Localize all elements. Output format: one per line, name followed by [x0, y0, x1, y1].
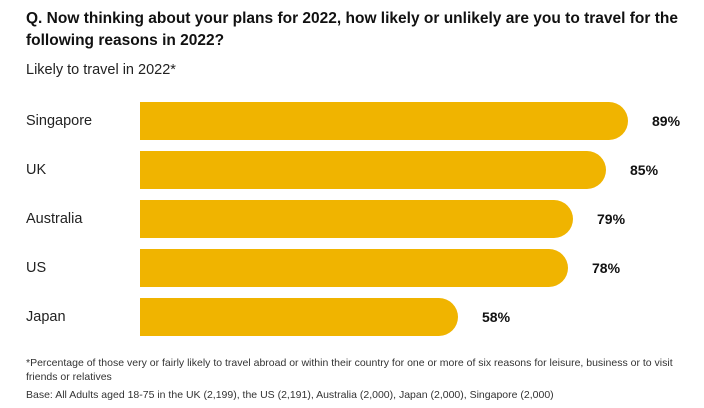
category-label-australia: Australia	[26, 211, 83, 227]
value-label-japan: 58%	[482, 309, 511, 325]
bar-us	[140, 249, 568, 287]
footnote: *Percentage of those very or fairly like…	[26, 357, 673, 383]
bar-uk	[140, 151, 606, 189]
bar-japan	[140, 298, 458, 336]
value-label-uk: 85%	[630, 162, 659, 178]
chart-subtitle: Likely to travel in 2022*	[26, 62, 176, 78]
value-label-singapore: 89%	[652, 113, 681, 129]
value-label-us: 78%	[592, 260, 621, 276]
bar-singapore	[140, 102, 628, 140]
category-label-japan: Japan	[26, 309, 66, 325]
category-label-uk: UK	[26, 162, 47, 178]
question-text: Q. Now thinking about your plans for 202…	[26, 10, 678, 49]
category-label-singapore: Singapore	[26, 113, 93, 129]
category-label-us: US	[26, 260, 47, 276]
value-label-australia: 79%	[597, 211, 626, 227]
base-note: Base: All Adults aged 18-75 in the UK (2…	[26, 389, 554, 401]
bar-australia	[140, 200, 573, 238]
bar-chart: Singapore 89% UK 85% Australia 79% US 78% Japan 5…	[0, 92, 704, 342]
